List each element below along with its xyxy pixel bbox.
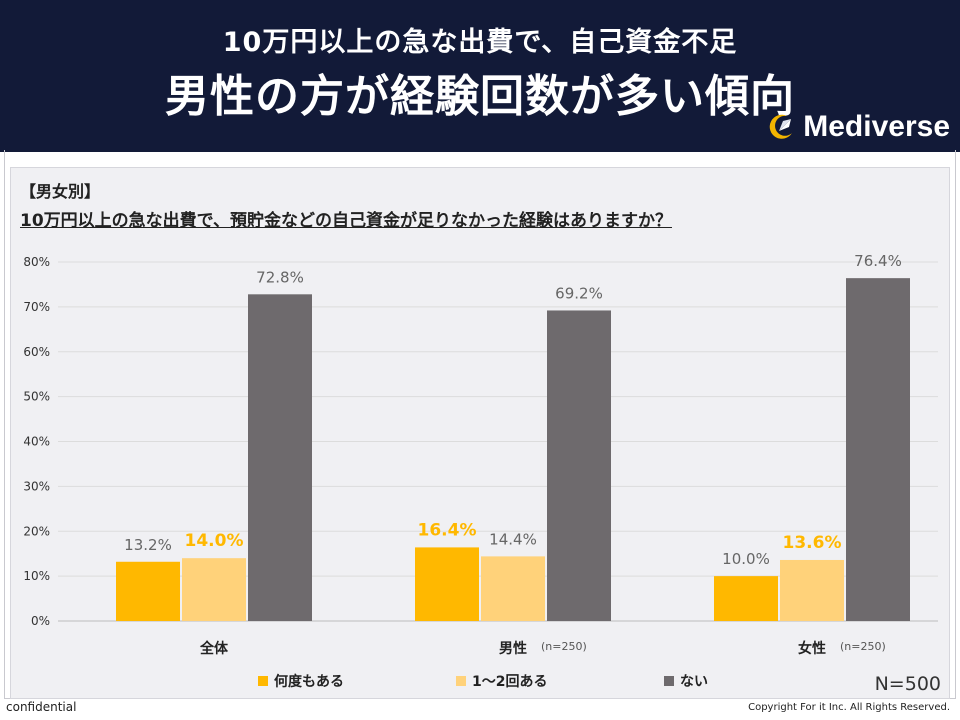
legend-label: 1～2回ある: [472, 674, 547, 690]
bar: [547, 310, 611, 621]
category-label: 男性: [499, 640, 527, 657]
y-tick-label: 30%: [23, 479, 50, 493]
y-tick-label: 60%: [23, 345, 50, 359]
y-tick-label: 20%: [23, 524, 50, 538]
data-label: 13.6%: [783, 533, 842, 553]
data-label: 14.0%: [185, 531, 244, 551]
category-note: (n=250): [541, 640, 587, 653]
data-label: 72.8%: [256, 268, 304, 286]
legend-swatch: [258, 676, 268, 686]
data-label: 16.4%: [418, 520, 477, 540]
category-label: 全体: [199, 640, 229, 657]
brand-name: Mediverse: [803, 110, 950, 143]
bar: [182, 558, 246, 621]
data-label: 76.4%: [854, 252, 902, 270]
y-tick-label: 10%: [23, 569, 50, 583]
y-tick-label: 50%: [23, 390, 50, 404]
confidential-label: confidential: [6, 700, 77, 714]
data-label: 13.2%: [124, 536, 172, 554]
bar: [714, 576, 778, 621]
category-label: 女性: [798, 640, 826, 657]
category-note: (n=250): [840, 640, 886, 653]
y-tick-label: 70%: [23, 300, 50, 314]
title-line-1: 10万円以上の急な出費で、自己資金不足: [222, 27, 738, 58]
bar: [481, 556, 545, 621]
bar: [846, 278, 910, 621]
legend-label: 何度もある: [274, 673, 344, 690]
chart-title: 10万円以上の急な出費で、預貯金などの自己資金が足りなかった経験はありますか？: [20, 211, 672, 231]
title-line-2: 男性の方が経験回数が多い傾向: [165, 71, 795, 122]
y-tick-label: 0%: [31, 614, 50, 628]
data-label: 14.4%: [489, 530, 537, 548]
legend-swatch: [664, 676, 674, 686]
y-tick-label: 40%: [23, 435, 50, 449]
legend-label: ない: [680, 674, 708, 690]
y-tick-label: 80%: [23, 255, 50, 269]
brand-logo: Mediverse: [765, 110, 950, 144]
bar: [248, 294, 312, 621]
bar: [415, 547, 479, 621]
legend-swatch: [456, 676, 466, 686]
segment-label: 【男女別】: [20, 182, 101, 201]
copyright-text: Copyright For it Inc. All Rights Reserve…: [748, 702, 950, 713]
data-label: 10.0%: [722, 550, 770, 568]
data-label: 69.2%: [555, 284, 603, 302]
header-banner: 10万円以上の急な出費で、自己資金不足 男性の方が経験回数が多い傾向 Mediv…: [0, 0, 960, 152]
sample-size: N=500: [875, 673, 941, 695]
bar: [780, 559, 844, 621]
bar: [116, 561, 180, 621]
rocket-moon-icon: [769, 114, 793, 139]
